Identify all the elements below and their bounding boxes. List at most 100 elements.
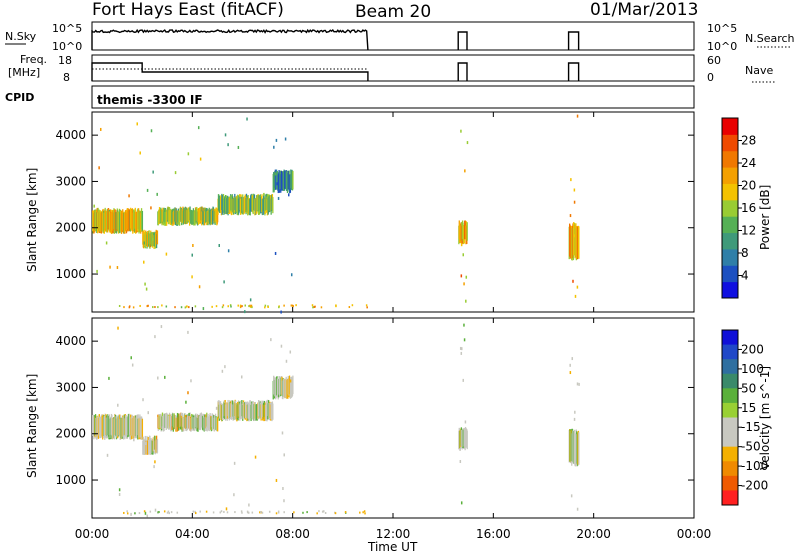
rti-point — [197, 126, 200, 130]
rti-point — [130, 356, 132, 360]
rti-point — [225, 507, 228, 511]
rti-point — [281, 431, 284, 435]
rti-point — [574, 294, 577, 298]
rti-point — [460, 129, 462, 133]
rti-point — [165, 252, 168, 256]
rti-point — [188, 306, 190, 309]
rti-point — [93, 204, 95, 208]
rti-point — [116, 266, 119, 270]
nave-tick-top: 60 — [707, 54, 721, 67]
rti-point — [130, 512, 132, 516]
rti-point — [459, 460, 462, 464]
rti-point — [233, 493, 235, 497]
rti-point — [312, 306, 314, 309]
rti-cell — [156, 438, 159, 453]
rti-point — [106, 453, 109, 457]
rti-point — [261, 511, 264, 514]
rti-point — [164, 375, 166, 379]
x-tick-label: 12:00 — [376, 527, 411, 541]
rti-cell — [292, 170, 294, 190]
colorbar-frame — [721, 329, 739, 506]
rti-point — [224, 133, 227, 137]
time-axis: 00:00 04:00 08:00 12:00 16:00 20:00 00:00 — [75, 112, 711, 541]
rti-point — [280, 344, 283, 348]
nave-tick-bottom: 0 — [707, 71, 714, 84]
rti-point — [158, 511, 160, 514]
date-label: 01/Mar/2013 — [590, 0, 698, 20]
rti-point — [208, 423, 210, 427]
rti-point — [323, 510, 325, 513]
time-axis-label: Time UT — [367, 540, 418, 554]
rti-point — [239, 304, 242, 307]
y-tick-label: 1000 — [55, 473, 86, 487]
rti-point — [250, 304, 253, 307]
colorbar-swatch — [722, 402, 738, 418]
rti-point — [244, 304, 246, 307]
rti-point — [221, 369, 224, 373]
rti-point — [128, 305, 131, 308]
rti-point — [222, 304, 225, 307]
colorbar-tick-label: 200 — [741, 342, 764, 356]
rti-point — [150, 129, 153, 133]
freq-line — [91, 62, 369, 81]
velocity-ylabel: Slant Range [km] — [25, 374, 39, 478]
rti-point — [167, 510, 170, 513]
colorbar-tick-label: 20 — [741, 179, 756, 193]
x-tick-label: 16:00 — [476, 527, 511, 541]
rti-point — [576, 285, 579, 289]
rti-point — [572, 222, 575, 226]
rti-point — [170, 511, 173, 514]
rti-cell — [216, 208, 219, 223]
rti-point — [123, 306, 125, 309]
rti-point — [284, 137, 287, 141]
rti-point — [240, 375, 243, 379]
rti-point — [152, 170, 154, 174]
rti-point — [149, 510, 152, 513]
rti-point — [237, 304, 239, 307]
nsky-line — [457, 31, 468, 50]
rti-point — [278, 306, 280, 309]
rti-point — [570, 178, 572, 182]
rti-point — [142, 398, 144, 402]
nsearch-label: N.Search — [745, 32, 795, 45]
rti-point — [223, 510, 225, 513]
power-panel: 1000 2000 3000 4000 Slant Range [km] — [25, 111, 695, 314]
rti-point — [295, 304, 297, 307]
rti-point — [233, 461, 236, 465]
rti-point — [569, 363, 571, 367]
colorbar-swatch — [722, 330, 738, 346]
velocity-colorbar-label: Velocity [m s^-1] — [758, 366, 772, 470]
rti-point — [156, 192, 158, 196]
y-tick-label: 2000 — [55, 221, 86, 235]
rti-point — [574, 410, 576, 414]
rti-point — [288, 193, 290, 197]
rti-point — [465, 299, 467, 303]
rti-point — [254, 455, 257, 459]
freq-line — [567, 62, 580, 81]
rti-point — [133, 438, 135, 442]
rti-point — [109, 265, 111, 269]
rti-point — [314, 305, 316, 308]
rti-point — [126, 510, 128, 513]
rti-point — [573, 461, 576, 465]
colorbar-swatch — [722, 199, 738, 217]
colorbar-swatch — [722, 248, 738, 266]
colorbar-swatch — [722, 475, 738, 491]
rti-point — [157, 306, 159, 309]
y-tick-label: 2000 — [55, 427, 86, 441]
colorbar-tick-label: -200 — [741, 479, 768, 493]
rti-point — [185, 400, 187, 404]
freq-tick-top: 18 — [58, 54, 72, 67]
rti-point — [160, 325, 163, 329]
rti-point — [366, 306, 368, 309]
rti-point — [166, 511, 169, 514]
rti-point — [192, 243, 194, 247]
rti-point — [134, 512, 136, 515]
rti-point — [227, 249, 230, 253]
rti-point — [348, 306, 351, 309]
rti-point — [126, 512, 129, 515]
freq-label-2: [MHz] — [8, 66, 40, 79]
rti-cell — [141, 210, 144, 232]
rti-point — [247, 511, 249, 514]
